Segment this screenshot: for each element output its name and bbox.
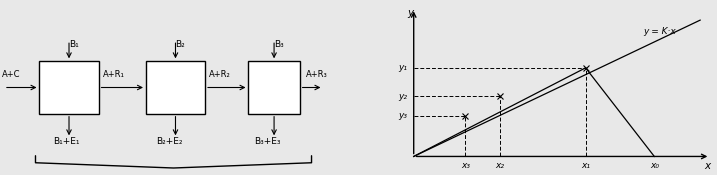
Text: y₁: y₁	[398, 63, 407, 72]
Text: x₀: x₀	[650, 161, 659, 170]
Text: B₁+E₁: B₁+E₁	[53, 136, 80, 145]
Text: A+R₃: A+R₃	[305, 70, 328, 79]
Text: A+R₁: A+R₁	[103, 70, 125, 79]
Text: B₂+E₂: B₂+E₂	[156, 136, 182, 145]
Text: x₃: x₃	[461, 161, 470, 170]
Text: x: x	[704, 161, 711, 171]
Text: y₂: y₂	[398, 92, 407, 101]
Text: A+C: A+C	[2, 70, 21, 79]
Bar	[249, 61, 300, 114]
Bar	[39, 61, 99, 114]
Text: x₁: x₁	[581, 161, 590, 170]
Text: B₁: B₁	[69, 40, 79, 49]
Text: B₂: B₂	[176, 40, 185, 49]
Bar	[146, 61, 205, 114]
Text: x₂: x₂	[495, 161, 504, 170]
Text: y: y	[407, 9, 414, 19]
Text: y = K·x: y = K·x	[643, 27, 675, 36]
Text: y₃: y₃	[398, 111, 407, 120]
Text: B₃: B₃	[274, 40, 284, 49]
Text: A+R₂: A+R₂	[209, 70, 231, 79]
Text: B₃+E₃: B₃+E₃	[255, 136, 281, 145]
